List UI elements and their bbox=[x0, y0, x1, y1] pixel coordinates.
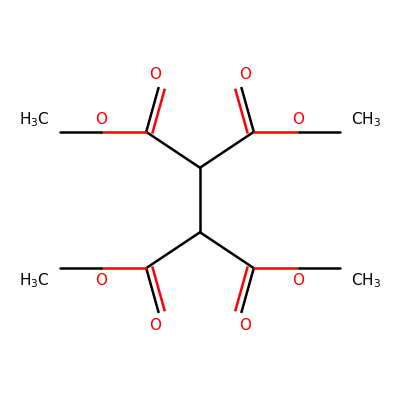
Text: O: O bbox=[239, 67, 251, 82]
Text: O: O bbox=[95, 273, 107, 288]
Text: O: O bbox=[95, 112, 107, 127]
Text: H$_3$C: H$_3$C bbox=[19, 110, 49, 129]
Text: O: O bbox=[149, 67, 161, 82]
Text: CH$_3$: CH$_3$ bbox=[351, 110, 381, 129]
Text: O: O bbox=[293, 112, 305, 127]
Text: O: O bbox=[149, 318, 161, 333]
Text: O: O bbox=[239, 318, 251, 333]
Text: O: O bbox=[293, 273, 305, 288]
Text: H$_3$C: H$_3$C bbox=[19, 271, 49, 290]
Text: CH$_3$: CH$_3$ bbox=[351, 271, 381, 290]
